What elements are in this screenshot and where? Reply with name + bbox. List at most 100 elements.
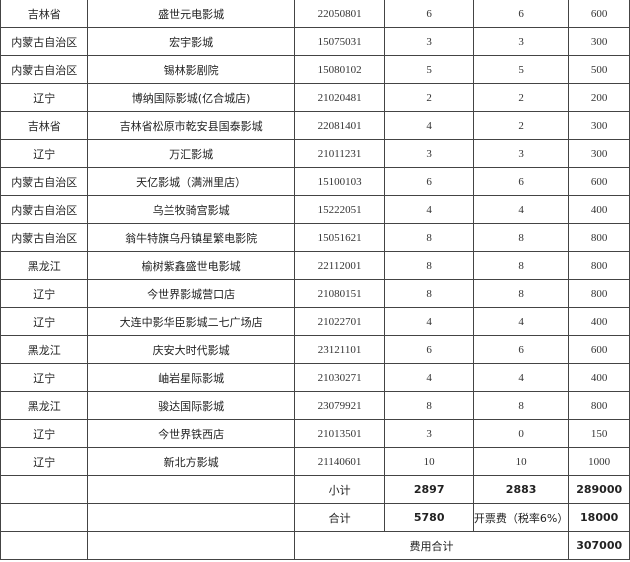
invoice-fee-label: 开票费（税率6%） xyxy=(472,503,570,532)
col6-cell: 800 xyxy=(568,391,630,420)
col6-cell: 600 xyxy=(568,167,630,196)
subtotal-col5: 2883 xyxy=(472,475,570,504)
cinema-code-cell: 21013501 xyxy=(293,419,386,448)
province-cell: 辽宁 xyxy=(0,279,89,308)
invoice-fee-value: 18000 xyxy=(568,503,630,532)
cinema-name-cell: 天亿影城（满洲里店） xyxy=(87,167,295,196)
col5-cell: 4 xyxy=(472,363,570,392)
province-cell: 黑龙江 xyxy=(0,391,89,420)
table-row: 辽宁 博纳国际影城(亿合城店) 21020481 2 2 200 xyxy=(0,83,630,112)
col4-cell: 8 xyxy=(384,279,474,308)
table-row: 吉林省 吉林省松原市乾安县国泰影城 22081401 4 2 300 xyxy=(0,111,630,140)
table-row: 辽宁 大连中影华臣影城二七广场店 21022701 4 4 400 xyxy=(0,307,630,336)
province-cell: 内蒙古自治区 xyxy=(0,27,89,56)
col4-cell: 2 xyxy=(384,83,474,112)
cinema-code-cell: 22050801 xyxy=(293,0,386,28)
col5-cell: 6 xyxy=(472,0,570,28)
cinema-code-cell: 15222051 xyxy=(293,195,386,224)
col6-cell: 300 xyxy=(568,27,630,56)
col4-cell: 6 xyxy=(384,335,474,364)
cinema-code-cell: 15051621 xyxy=(293,223,386,252)
total-row: 合计 5780 开票费（税率6%） 18000 xyxy=(0,503,630,532)
province-cell: 吉林省 xyxy=(0,0,89,28)
col5-cell: 8 xyxy=(472,391,570,420)
cinema-name-cell: 庆安大时代影城 xyxy=(87,335,295,364)
table-row: 内蒙古自治区 乌兰牧骑宫影城 15222051 4 4 400 xyxy=(0,195,630,224)
cinema-name-cell: 今世界铁西店 xyxy=(87,419,295,448)
col5-cell: 3 xyxy=(472,139,570,168)
table-row: 辽宁 岫岩星际影城 21030271 4 4 400 xyxy=(0,363,630,392)
col6-cell: 800 xyxy=(568,223,630,252)
col4-cell: 8 xyxy=(384,223,474,252)
grand-total-label: 费用合计 xyxy=(293,531,570,560)
col6-cell: 400 xyxy=(568,307,630,336)
col6-cell: 600 xyxy=(568,0,630,28)
province-cell: 内蒙古自治区 xyxy=(0,55,89,84)
col4-cell: 5 xyxy=(384,55,474,84)
cinema-name-cell: 吉林省松原市乾安县国泰影城 xyxy=(87,111,295,140)
cinema-name-cell: 大连中影华臣影城二七广场店 xyxy=(87,307,295,336)
cinema-code-cell: 22112001 xyxy=(293,251,386,280)
cinema-name-cell: 盛世元电影城 xyxy=(87,0,295,28)
col6-cell: 600 xyxy=(568,335,630,364)
cinema-name-cell: 锡林影剧院 xyxy=(87,55,295,84)
col4-cell: 6 xyxy=(384,167,474,196)
col4-cell: 8 xyxy=(384,391,474,420)
cinema-name-cell: 万汇影城 xyxy=(87,139,295,168)
cinema-code-cell: 21020481 xyxy=(293,83,386,112)
table-row: 黑龙江 榆树紫鑫盛世电影城 22112001 8 8 800 xyxy=(0,251,630,280)
col4-cell: 8 xyxy=(384,251,474,280)
cinema-code-cell: 22081401 xyxy=(293,111,386,140)
table-row: 辽宁 新北方影城 21140601 10 10 1000 xyxy=(0,447,630,476)
col4-cell: 4 xyxy=(384,111,474,140)
col4-cell: 4 xyxy=(384,363,474,392)
col6-cell: 500 xyxy=(568,55,630,84)
col4-cell: 10 xyxy=(384,447,474,476)
subtotal-label: 小计 xyxy=(293,475,386,504)
col6-cell: 300 xyxy=(568,111,630,140)
col5-cell: 8 xyxy=(472,223,570,252)
col6-cell: 400 xyxy=(568,363,630,392)
col6-cell: 300 xyxy=(568,139,630,168)
col5-cell: 6 xyxy=(472,335,570,364)
subtotal-row: 小计 2897 2883 289000 xyxy=(0,475,630,504)
cinema-code-cell: 21022701 xyxy=(293,307,386,336)
col5-cell: 5 xyxy=(472,55,570,84)
cinema-code-cell: 15100103 xyxy=(293,167,386,196)
col4-cell: 3 xyxy=(384,27,474,56)
province-cell: 辽宁 xyxy=(0,307,89,336)
province-cell: 吉林省 xyxy=(0,111,89,140)
province-cell: 黑龙江 xyxy=(0,251,89,280)
province-cell: 辽宁 xyxy=(0,139,89,168)
col6-cell: 400 xyxy=(568,195,630,224)
grand-total-value: 307000 xyxy=(568,531,630,560)
subtotal-col6: 289000 xyxy=(568,475,630,504)
cinema-name-cell: 骏达国际影城 xyxy=(87,391,295,420)
cinema-code-cell: 21011231 xyxy=(293,139,386,168)
cinema-code-cell: 21080151 xyxy=(293,279,386,308)
cinema-name-cell: 新北方影城 xyxy=(87,447,295,476)
cinema-name-cell: 今世界影城营口店 xyxy=(87,279,295,308)
cinema-code-cell: 21030271 xyxy=(293,363,386,392)
cinema-name-cell: 岫岩星际影城 xyxy=(87,363,295,392)
grand-total-row: 费用合计 307000 xyxy=(0,531,630,560)
province-cell: 黑龙江 xyxy=(0,335,89,364)
col4-cell: 4 xyxy=(384,307,474,336)
col5-cell: 10 xyxy=(472,447,570,476)
province-cell: 辽宁 xyxy=(0,83,89,112)
col6-cell: 200 xyxy=(568,83,630,112)
cinema-code-cell: 21140601 xyxy=(293,447,386,476)
col4-cell: 3 xyxy=(384,419,474,448)
province-cell: 辽宁 xyxy=(0,363,89,392)
province-cell: 辽宁 xyxy=(0,419,89,448)
col5-cell: 4 xyxy=(472,307,570,336)
table-row: 黑龙江 骏达国际影城 23079921 8 8 800 xyxy=(0,391,630,420)
cinema-code-cell: 23121101 xyxy=(293,335,386,364)
col4-cell: 3 xyxy=(384,139,474,168)
col5-cell: 8 xyxy=(472,251,570,280)
col5-cell: 8 xyxy=(472,279,570,308)
col6-cell: 800 xyxy=(568,279,630,308)
cinema-code-cell: 15080102 xyxy=(293,55,386,84)
table-row: 辽宁 今世界影城营口店 21080151 8 8 800 xyxy=(0,279,630,308)
